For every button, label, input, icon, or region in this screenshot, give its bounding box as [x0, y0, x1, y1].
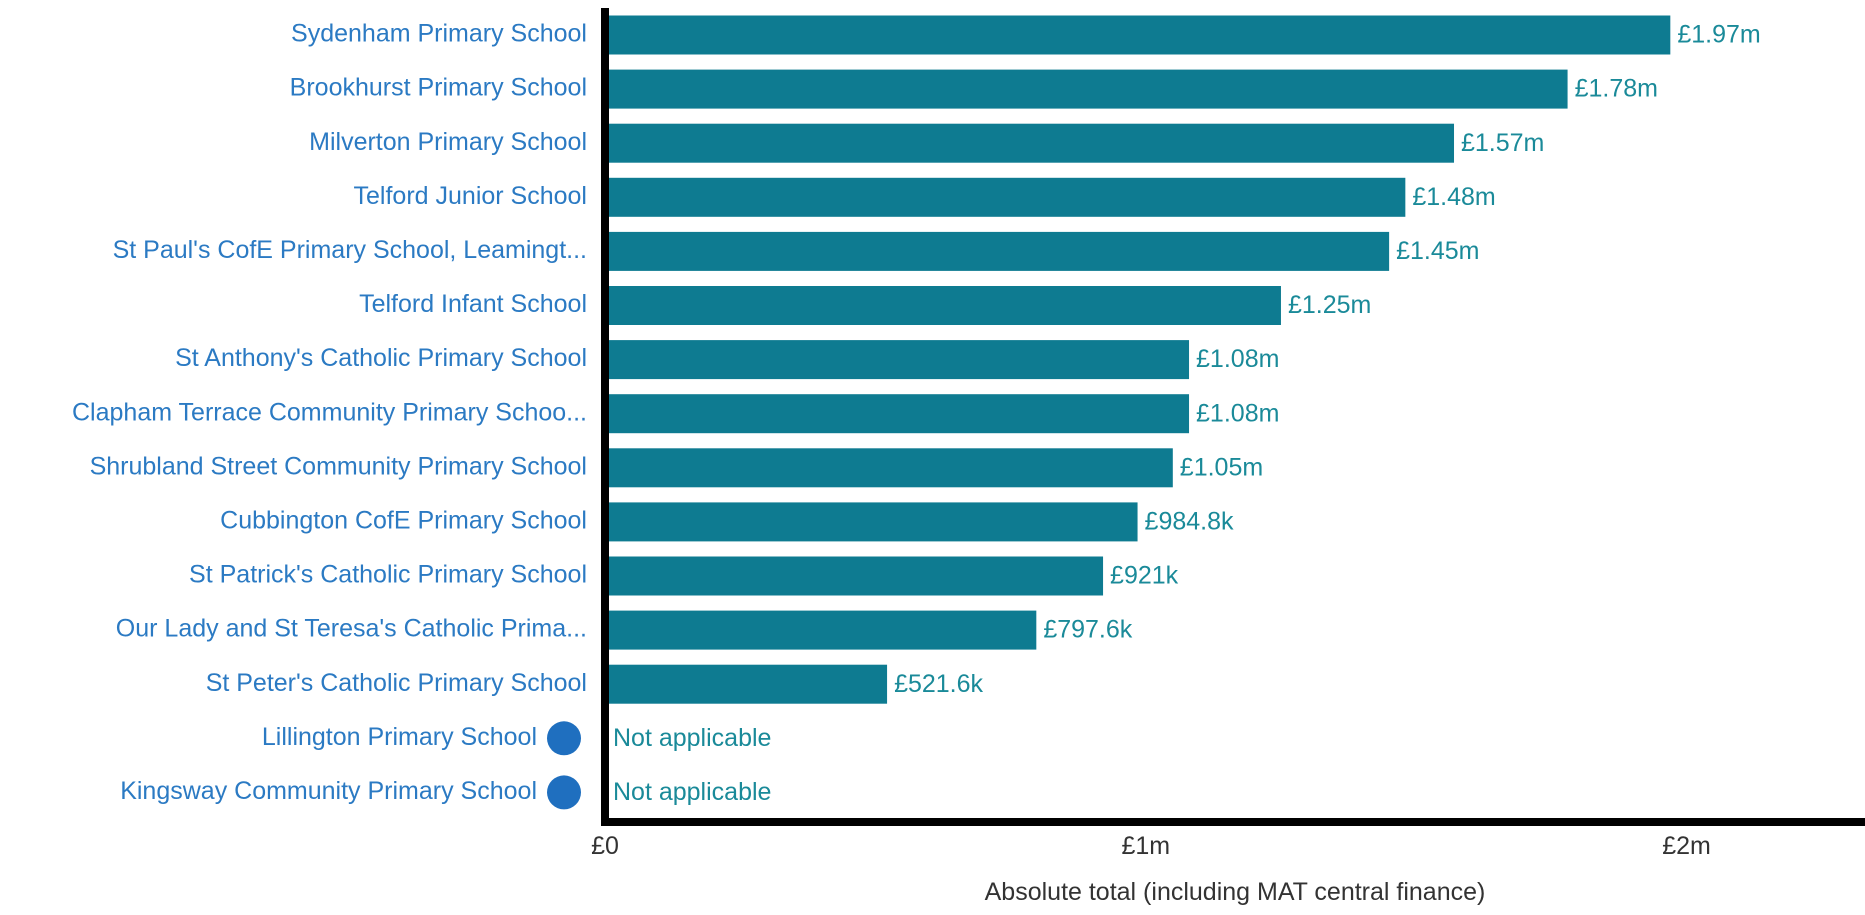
value-label-st-paul-s-cofe-primary-school-leamingt: £1.45m [1396, 237, 1479, 265]
category-label-st-paul-s-cofe-primary-school-leamingt[interactable]: St Paul's CofE Primary School, Leamingt.… [113, 236, 587, 264]
bar-brookhurst-primary-school[interactable] [605, 69, 1568, 109]
bar-st-peter-s-catholic-primary-school[interactable] [605, 664, 888, 704]
bar-st-anthony-s-catholic-primary-school[interactable] [605, 340, 1190, 380]
value-label-lillington-primary-school: Not applicable [613, 724, 771, 752]
value-label-brookhurst-primary-school: £1.78m [1575, 75, 1658, 103]
bar-sydenham-primary-school[interactable] [605, 15, 1671, 55]
category-labels-group: Sydenham Primary School Brookhurst Primar… [72, 20, 587, 810]
category-label-telford-junior-school[interactable]: Telford Junior School [354, 182, 587, 210]
value-label-clapham-terrace-community-primary-schoo: £1.08m [1196, 399, 1279, 427]
value-label-st-peter-s-catholic-primary-school: £521.6k [894, 670, 983, 698]
x-tick-label: £1m [1121, 832, 1170, 860]
value-label-our-lady-and-st-teresa-s-catholic-prima: £797.6k [1043, 616, 1132, 644]
value-label-telford-junior-school: £1.48m [1412, 183, 1495, 211]
category-label-st-anthony-s-catholic-primary-school[interactable]: St Anthony's Catholic Primary School [175, 344, 587, 372]
value-label-sydenham-primary-school: £1.97m [1677, 21, 1760, 49]
bar-st-paul-s-cofe-primary-school-leamingt[interactable] [605, 231, 1390, 271]
info-dot-icon[interactable] [547, 775, 581, 810]
bar-milverton-primary-school[interactable] [605, 123, 1455, 163]
category-label-shrubland-street-community-primary-school[interactable]: Shrubland Street Community Primary Schoo… [90, 452, 587, 480]
value-labels-group: £1.97m £1.78m £1.57m £1.48m £1.45m £1.25m £1.0… [613, 21, 1761, 806]
value-label-shrubland-street-community-primary-school: £1.05m [1180, 453, 1263, 481]
category-label-milverton-primary-school[interactable]: Milverton Primary School [309, 128, 587, 156]
info-dot-icon[interactable] [547, 721, 581, 756]
category-label-st-peter-s-catholic-primary-school[interactable]: St Peter's Catholic Primary School [206, 669, 587, 697]
bar-telford-infant-school[interactable] [605, 286, 1281, 325]
value-label-kingsway-community-primary-school: Not applicable [613, 778, 771, 806]
x-tick-label: £2m [1662, 832, 1711, 860]
category-label-sydenham-primary-school[interactable]: Sydenham Primary School [291, 20, 587, 48]
x-tick-labels-group: £0 £1m £2m [591, 832, 1711, 860]
bar-shrubland-street-community-primary-school[interactable] [605, 448, 1173, 488]
value-label-cubbington-cofe-primary-school: £984.8k [1145, 508, 1234, 536]
value-label-milverton-primary-school: £1.57m [1461, 129, 1544, 157]
bar-telford-junior-school[interactable] [605, 177, 1406, 217]
x-tick-label: £0 [591, 832, 619, 860]
category-label-our-lady-and-st-teresa-s-catholic-prima[interactable]: Our Lady and St Teresa's Catholic Prima.… [116, 615, 587, 643]
category-label-st-patrick-s-catholic-primary-school[interactable]: St Patrick's Catholic Primary School [189, 561, 587, 589]
x-axis-title: Absolute total (including MAT central fi… [985, 878, 1486, 906]
category-label-lillington-primary-school[interactable]: Lillington Primary School [262, 723, 537, 751]
bar-cubbington-cofe-primary-school[interactable] [605, 502, 1138, 542]
category-label-cubbington-cofe-primary-school[interactable]: Cubbington CofE Primary School [220, 507, 587, 535]
category-label-brookhurst-primary-school[interactable]: Brookhurst Primary School [290, 74, 587, 102]
bar-our-lady-and-st-teresa-s-catholic-prima[interactable] [605, 610, 1037, 650]
value-label-telford-infant-school: £1.25m [1288, 291, 1371, 319]
category-label-clapham-terrace-community-primary-schoo[interactable]: Clapham Terrace Community Primary Schoo.… [72, 398, 587, 426]
category-label-telford-infant-school[interactable]: Telford Infant School [359, 290, 587, 318]
bar-st-patrick-s-catholic-primary-school[interactable] [605, 556, 1104, 596]
value-label-st-patrick-s-catholic-primary-school: £921k [1110, 562, 1179, 590]
bar-clapham-terrace-community-primary-schoo[interactable] [605, 394, 1190, 434]
category-label-kingsway-community-primary-school[interactable]: Kingsway Community Primary School [120, 777, 537, 805]
value-label-st-anthony-s-catholic-primary-school: £1.08m [1196, 345, 1279, 373]
bars-group [605, 15, 1671, 704]
